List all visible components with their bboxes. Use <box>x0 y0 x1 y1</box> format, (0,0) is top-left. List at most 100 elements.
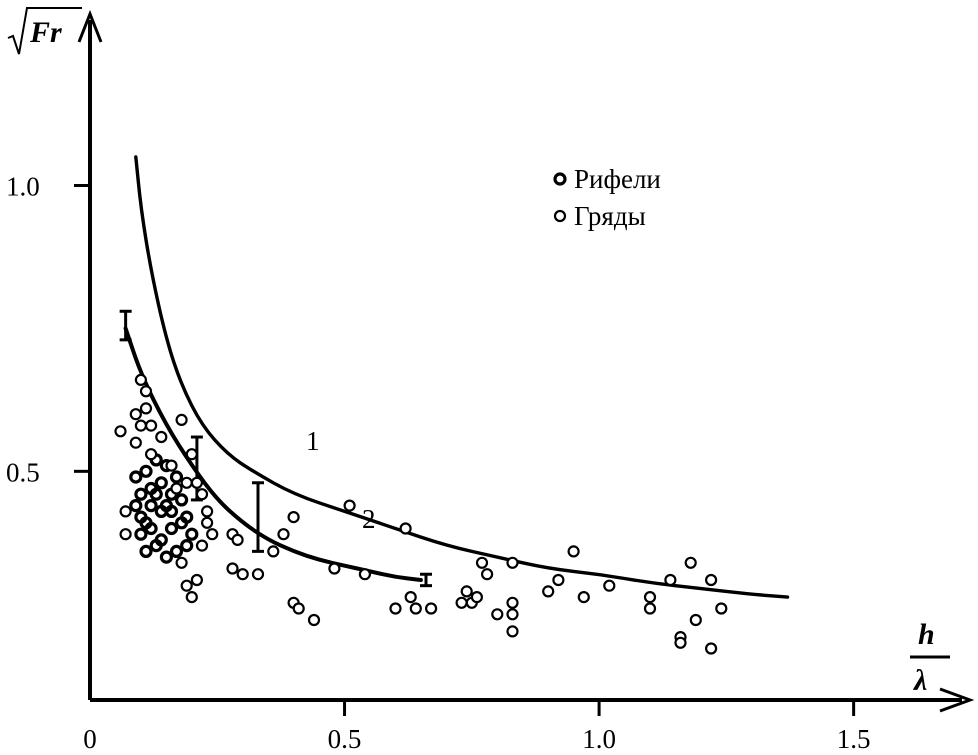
rifeli-point-0 <box>129 470 143 484</box>
gryady-point-53 <box>506 556 519 569</box>
data-points <box>114 373 728 655</box>
gryady-point-49 <box>470 590 483 604</box>
curve-label-2: 2 <box>362 504 376 534</box>
gryady-point-21 <box>195 539 209 552</box>
rifeli-point-16 <box>185 527 199 541</box>
rifeli-point-14 <box>164 521 179 536</box>
rifeli-point-27 <box>149 487 163 501</box>
error-bar-0 <box>119 309 132 342</box>
y-axis-label-text: Fr <box>29 16 62 49</box>
gryady-point-10 <box>145 448 158 461</box>
gryady-point-58 <box>552 573 565 587</box>
gryady-point-71 <box>715 602 728 615</box>
gryady-point-57 <box>542 585 555 598</box>
gryady-point-18 <box>195 488 209 501</box>
gryady-point-69 <box>704 573 718 587</box>
rifeli-point-1 <box>134 487 148 501</box>
x-axis-label-denominator: λ <box>912 664 927 697</box>
curve-2 <box>123 326 423 582</box>
legend-entry-gryady: Гряды <box>553 201 646 231</box>
rifeli-point-15 <box>175 516 189 530</box>
gryady-point-5 <box>134 419 147 432</box>
y-axis-arrow <box>77 9 103 43</box>
rifeli-point-28 <box>139 516 153 530</box>
gryady-point-23 <box>175 556 188 569</box>
gryady-point-34 <box>287 510 300 524</box>
rifeli-point-19 <box>159 550 173 564</box>
gryady-point-1 <box>119 505 132 518</box>
rifeli-point-17 <box>139 544 153 559</box>
gryady-point-22 <box>206 528 219 541</box>
legend-marker-gryady <box>553 209 567 223</box>
gryady-point-15 <box>180 476 193 489</box>
gryady-point-61 <box>603 579 616 592</box>
gryady-point-70 <box>704 642 718 655</box>
x-tick-label-3: 1.5 <box>837 724 871 754</box>
gryady-point-68 <box>689 613 702 627</box>
gryady-point-42 <box>399 522 412 535</box>
rifeli-point-25 <box>164 504 179 518</box>
error-bar-2 <box>252 481 264 553</box>
x-axis-label-numerator: h <box>918 618 935 651</box>
gryady-point-3 <box>129 408 142 421</box>
y-axis-label: Fr <box>7 7 82 55</box>
gryady-point-17 <box>190 476 203 489</box>
rifeli-point-20 <box>169 544 184 559</box>
gryady-point-8 <box>139 402 153 415</box>
gryady-point-54 <box>506 596 519 609</box>
gryady-point-51 <box>481 568 494 581</box>
gryady-point-30 <box>236 568 249 581</box>
rifeli-point-23 <box>144 499 158 513</box>
gryady-point-29 <box>226 562 239 575</box>
gryady-point-64 <box>664 573 677 587</box>
gryady-point-13 <box>170 482 183 495</box>
gryady-point-59 <box>567 545 580 558</box>
gryady-point-40 <box>358 568 371 581</box>
gryady-point-63 <box>643 602 657 615</box>
curve-1 <box>134 155 790 599</box>
gryady-point-50 <box>475 556 489 569</box>
rifeli-point-29 <box>180 538 194 553</box>
gryady-point-26 <box>190 573 203 587</box>
rifeli-point-5 <box>154 476 168 490</box>
gryady-point-66 <box>674 636 687 649</box>
legend: Рифели Гряды <box>553 164 661 231</box>
gryady-point-56 <box>506 625 519 638</box>
gryady-point-6 <box>134 373 147 386</box>
gryady-point-24 <box>180 579 193 592</box>
gryady-point-14 <box>175 413 188 426</box>
rifeli-point-8 <box>169 470 184 484</box>
gryady-point-0 <box>114 425 127 438</box>
y-tick-label-0: 0.5 <box>6 457 40 487</box>
x-axis-label: h λ <box>910 618 950 697</box>
gryady-point-46 <box>455 596 468 609</box>
gryady-point-39 <box>343 499 356 512</box>
rifeli-point-18 <box>149 538 163 553</box>
curve-label-1: 1 <box>306 426 320 456</box>
gryady-point-25 <box>185 590 198 604</box>
legend-label-gryady: Гряды <box>574 201 646 231</box>
gryady-point-44 <box>409 602 422 615</box>
error-bar-3 <box>420 572 432 588</box>
gryady-point-67 <box>684 556 697 569</box>
y-tick-label-1: 1.0 <box>6 172 40 202</box>
rifeli-point-2 <box>139 464 153 478</box>
gryady-point-12 <box>165 459 178 472</box>
gryady-point-2 <box>119 528 132 541</box>
gryady-point-16 <box>185 448 198 461</box>
axis-ticks: 0.5 1.0 0 0.5 1.0 1.5 <box>6 172 871 755</box>
gryady-point-20 <box>201 516 214 529</box>
sqrt-symbol <box>7 7 82 55</box>
error-bars <box>119 309 432 588</box>
curves: 12 <box>123 155 790 599</box>
gryady-point-28 <box>231 533 244 547</box>
gryady-point-62 <box>643 590 657 604</box>
legend-marker-rifeli <box>553 172 567 186</box>
x-tick-label-1: 0.5 <box>328 724 362 754</box>
gryady-point-11 <box>155 430 168 444</box>
rifeli-point-21 <box>129 499 143 513</box>
gryady-point-19 <box>201 505 214 518</box>
gryady-point-43 <box>404 590 417 604</box>
rifeli-point-9 <box>175 493 189 507</box>
